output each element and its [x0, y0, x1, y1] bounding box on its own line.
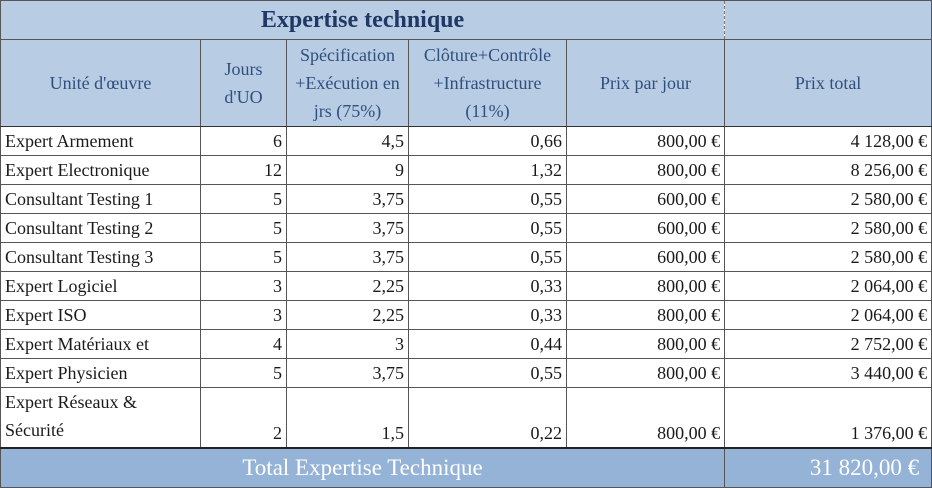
table-row: Expert ISO 3 2,25 0,33 800,00 €2 064,00 €: [0, 300, 932, 330]
cell-price-total[interactable]: 2 064,00 €: [724, 300, 932, 330]
cell-closure[interactable]: 0,33: [408, 300, 567, 330]
cell-price-total[interactable]: 2 580,00 €: [724, 184, 932, 214]
cell-price-total[interactable]: 3 440,00 €: [724, 358, 932, 388]
cell-price-day[interactable]: 800,00 €: [565, 358, 726, 388]
cell-spec[interactable]: 3,75: [286, 213, 409, 243]
table-row: Expert Matériaux et 4 3 0,44 800,00 €2 752,0…: [0, 329, 932, 359]
cell-days[interactable]: 5: [200, 242, 287, 272]
total-label[interactable]: Total Expertise Technique: [0, 447, 726, 488]
cell-days[interactable]: 12: [200, 155, 287, 185]
cell-closure[interactable]: 0,55: [408, 242, 567, 272]
cell-price-day[interactable]: 800,00 €: [565, 329, 726, 359]
cell-days[interactable]: 5: [200, 184, 287, 214]
cell-days[interactable]: 6: [200, 126, 287, 156]
header-price-total[interactable]: Prix total: [724, 39, 932, 127]
cell-price-day[interactable]: 600,00 €: [565, 242, 726, 272]
cell-days[interactable]: 3: [200, 271, 287, 301]
table-row: Expert Logiciel 3 2,25 0,33 800,00 €2 064,00…: [0, 271, 932, 301]
header-unit[interactable]: Unité d'œuvre: [0, 39, 201, 127]
total-row: Total Expertise Technique 31 820,00 €: [0, 447, 932, 488]
cell-price-day[interactable]: 800,00 €: [565, 271, 726, 301]
cell-days[interactable]: 4: [200, 329, 287, 359]
cell-unit-name[interactable]: Consultant Testing 3: [0, 242, 201, 272]
cell-days[interactable]: 5: [200, 213, 287, 243]
cell-price-day[interactable]: 800,00 €: [565, 387, 726, 449]
cell-spec[interactable]: 3: [286, 329, 409, 359]
cell-closure[interactable]: 0,55: [408, 184, 567, 214]
header-days[interactable]: Jours d'UO: [200, 39, 287, 127]
cell-spec[interactable]: 9: [286, 155, 409, 185]
cell-price-day[interactable]: 600,00 €: [565, 184, 726, 214]
header-row: Unité d'œuvre Jours d'UO Spécification +…: [0, 39, 932, 127]
table-row: Consultant Testing 1 5 3,75 0,55 600,00 €2 5…: [0, 184, 932, 214]
cell-price-total[interactable]: 2 580,00 €: [724, 242, 932, 272]
cell-price-total[interactable]: 1 376,00 €: [724, 387, 932, 449]
cell-unit-name[interactable]: Expert Physicien: [0, 358, 201, 388]
cell-unit-name[interactable]: Expert Réseaux & Sécurité: [0, 387, 201, 449]
table-row: Expert Armement 6 4,5 0,66 800,00 €4 128,00 …: [0, 126, 932, 156]
cell-unit-name[interactable]: Expert ISO: [0, 300, 201, 330]
cell-spec[interactable]: 3,75: [286, 358, 409, 388]
cell-days[interactable]: 5: [200, 358, 287, 388]
cell-price-total[interactable]: 4 128,00 €: [724, 126, 932, 156]
title-row: Expertise technique: [0, 0, 932, 40]
cell-spec[interactable]: 2,25: [286, 300, 409, 330]
cell-price-total[interactable]: 2 580,00 €: [724, 213, 932, 243]
table-row: Expert Physicien 5 3,75 0,55 800,00 €3 440,0…: [0, 358, 932, 388]
table-row: Consultant Testing 2 5 3,75 0,55 600,00 €2 5…: [0, 213, 932, 243]
cell-price-total[interactable]: 8 256,00 €: [724, 155, 932, 185]
cell-closure[interactable]: 0,55: [408, 213, 567, 243]
cell-spec[interactable]: 3,75: [286, 242, 409, 272]
table-row: Expert Réseaux & Sécurité 2 1,5 0,22 800,00 …: [0, 387, 932, 449]
header-price-day[interactable]: Prix par jour: [565, 39, 726, 127]
cell-closure[interactable]: 0,55: [408, 358, 567, 388]
header-closure[interactable]: Clôture+Contrôle +Infrastructure (11%): [408, 39, 567, 127]
cell-unit-name[interactable]: Expert Armement: [0, 126, 201, 156]
cell-closure[interactable]: 0,66: [408, 126, 567, 156]
cell-closure[interactable]: 0,44: [408, 329, 567, 359]
cell-unit-name[interactable]: Expert Electronique: [0, 155, 201, 185]
cell-unit-name[interactable]: Expert Logiciel: [0, 271, 201, 301]
total-value[interactable]: 31 820,00 €: [724, 447, 932, 488]
cell-spec[interactable]: 3,75: [286, 184, 409, 214]
cell-unit-name[interactable]: Expert Matériaux et: [0, 329, 201, 359]
cell-price-total[interactable]: 2 064,00 €: [724, 271, 932, 301]
cell-days[interactable]: 2: [200, 387, 287, 449]
cell-spec[interactable]: 2,25: [286, 271, 409, 301]
cell-closure[interactable]: 0,33: [408, 271, 567, 301]
cell-closure[interactable]: 1,32: [408, 155, 567, 185]
cell-price-day[interactable]: 600,00 €: [565, 213, 726, 243]
cell-price-total[interactable]: 2 752,00 €: [724, 329, 932, 359]
table-title[interactable]: Expertise technique: [0, 0, 726, 40]
cell-closure[interactable]: 0,22: [408, 387, 567, 449]
cell-days[interactable]: 3: [200, 300, 287, 330]
cell-price-day[interactable]: 800,00 €: [565, 300, 726, 330]
cell-unit-name[interactable]: Consultant Testing 1: [0, 184, 201, 214]
cell-price-day[interactable]: 800,00 €: [565, 126, 726, 156]
cell-spec[interactable]: 4,5: [286, 126, 409, 156]
table-row: Expert Electronique 12 9 1,32 800,00 €8 256,…: [0, 155, 932, 185]
header-spec[interactable]: Spécification +Exécution en jrs (75%): [286, 39, 409, 127]
cell-spec[interactable]: 1,5: [286, 387, 409, 449]
cell-unit-name[interactable]: Consultant Testing 2: [0, 213, 201, 243]
table-row: Consultant Testing 3 5 3,75 0,55 600,00 €2 5…: [0, 242, 932, 272]
title-empty-cell[interactable]: [724, 0, 932, 40]
cell-price-day[interactable]: 800,00 €: [565, 155, 726, 185]
